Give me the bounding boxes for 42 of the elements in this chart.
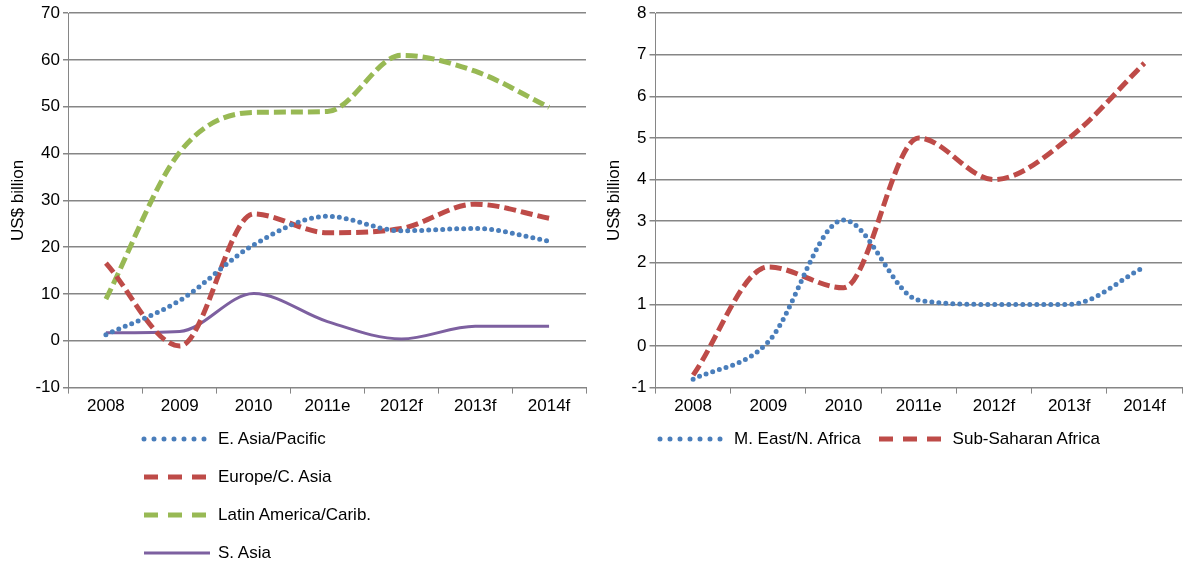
legend-label: Europe/C. Asia bbox=[218, 467, 332, 487]
x-tick-label: 2012f bbox=[380, 396, 423, 416]
y-axis-title: US$ billion bbox=[603, 159, 623, 242]
x-tick-label: 2010 bbox=[824, 396, 863, 416]
y-tick-label: 1 bbox=[637, 294, 647, 314]
y-tick-label: 5 bbox=[637, 127, 647, 147]
y-tick-label: 0 bbox=[50, 330, 60, 350]
y-tick-label: 8 bbox=[637, 2, 647, 22]
y-tick-label: 6 bbox=[637, 86, 647, 106]
legend-label: E. Asia/Pacific bbox=[218, 429, 326, 449]
y-tick-label: -10 bbox=[35, 377, 60, 397]
x-tick-label: 2009 bbox=[160, 396, 199, 416]
legend-label: M. East/N. Africa bbox=[734, 429, 861, 449]
x-tick-label: 2008 bbox=[674, 396, 713, 416]
x-tick-label: 2010 bbox=[234, 396, 273, 416]
y-tick-label: 0 bbox=[637, 335, 647, 355]
line-series bbox=[104, 292, 551, 341]
legend-label: Latin America/Carib. bbox=[218, 505, 372, 525]
x-tick-label: 2008 bbox=[86, 396, 125, 416]
y-tick-label: 40 bbox=[41, 143, 60, 163]
legend-label: S. Asia bbox=[218, 543, 271, 563]
y-tick-label: 20 bbox=[41, 236, 60, 256]
y-tick-label: 4 bbox=[637, 169, 647, 189]
x-tick-label: 2009 bbox=[749, 396, 788, 416]
y-axis-title: US$ billion bbox=[7, 159, 27, 242]
legend-label: Sub-Saharan Africa bbox=[952, 429, 1101, 449]
y-tick-label: 2 bbox=[637, 252, 647, 272]
y-tick-label: 7 bbox=[637, 44, 647, 64]
y-tick-label: 30 bbox=[41, 190, 60, 210]
x-tick-label: 2014f bbox=[1123, 396, 1166, 416]
x-tick-label: 2014f bbox=[527, 396, 571, 416]
y-tick-label: 60 bbox=[41, 49, 60, 69]
y-tick-label: 3 bbox=[637, 210, 647, 230]
y-tick-label: 10 bbox=[41, 283, 60, 303]
y-tick-label: 50 bbox=[41, 96, 60, 116]
x-tick-label: 2011e bbox=[895, 396, 942, 416]
x-tick-label: 2013f bbox=[453, 396, 497, 416]
y-tick-label: -1 bbox=[631, 377, 647, 397]
x-tick-label: 2011e bbox=[304, 396, 351, 416]
x-tick-label: 2012f bbox=[972, 396, 1016, 416]
y-tick-label: 70 bbox=[41, 2, 60, 22]
x-tick-label: 2013f bbox=[1047, 396, 1091, 416]
